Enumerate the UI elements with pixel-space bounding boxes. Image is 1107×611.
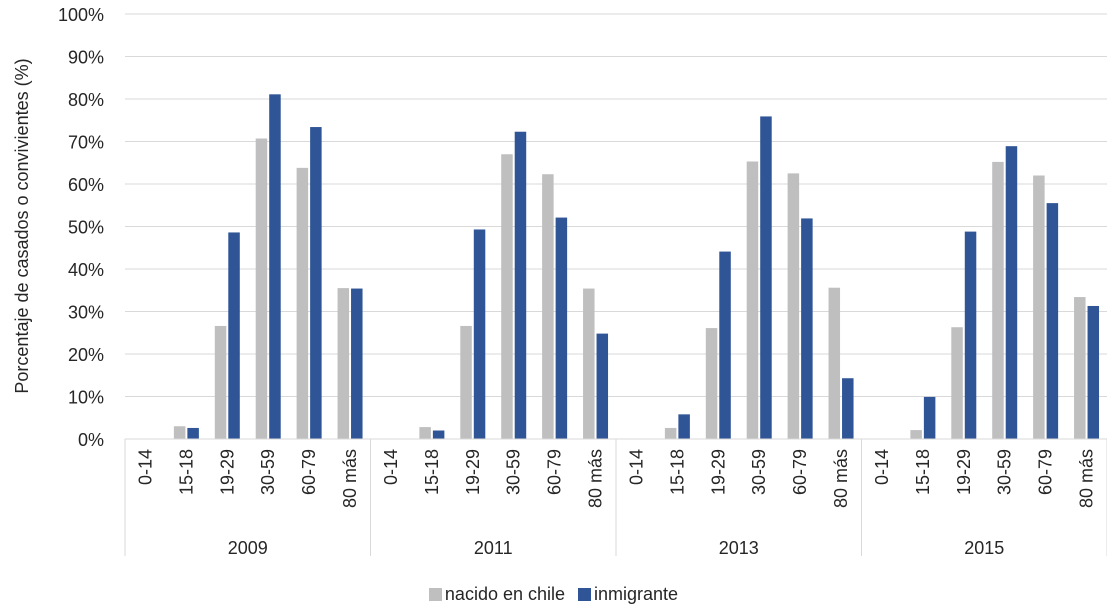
x-axis: 0-14 15-18 19-29 30-59 60-79 80 más 2009 0-14 15… [124,438,1107,558]
bar-inmigrante [555,217,568,439]
bar-nacido [296,167,309,439]
y-axis-title: Porcentaje de casados o convivientes (%) [12,58,32,393]
x-tick-label: 30-59 [995,449,1015,495]
bar-inmigrante [1046,203,1059,439]
bar-nacido [542,174,554,439]
x-tick-label: 0-14 [626,449,646,485]
bar-nacido [705,328,718,439]
x-tick-label: 80 más [831,449,851,508]
x-tick-label: 80 más [586,449,606,508]
legend-label-nacido: nacido en chile [444,584,566,604]
bar-inmigrante [842,378,854,439]
bar-inmigrante [760,116,772,440]
bar-inmigrante [596,333,609,439]
y-tick-label: 60% [68,175,104,195]
x-tick-label: 15-18 [422,449,442,495]
bar-inmigrante [1005,146,1018,440]
bar-inmigrante [351,288,363,439]
bar-inmigrante [473,229,486,439]
x-tick-label: 15-18 [667,449,687,495]
y-tick-label: 90% [68,48,104,68]
legend-label-inmigrante: inmigrante [594,584,679,604]
x-group-label: 2009 [228,538,268,558]
bar-nacido [746,161,759,439]
y-tick-label: 40% [68,260,104,280]
x-tick-label: 60-79 [790,449,810,495]
x-group-label: 2015 [964,538,1004,558]
bar-nacido [501,154,513,439]
x-tick-label: 0-14 [135,449,155,485]
bar-inmigrante [801,218,813,439]
bar-inmigrante [923,396,936,439]
bar-nacido [255,138,268,439]
bar-nacido [214,325,227,439]
x-tick-label: 60-79 [1036,449,1056,495]
bars [132,94,1100,440]
y-tick-label: 70% [68,133,104,153]
x-tick-label: 0-14 [381,449,401,485]
bar-inmigrante [719,251,731,439]
bar-nacido [1033,175,1045,439]
bar-nacido [992,161,1004,439]
bar-nacido [460,325,472,439]
x-group-label: 2013 [719,538,759,558]
bar-inmigrante [964,231,977,439]
bar-nacido [173,426,186,439]
x-tick-label: 19-29 [708,449,728,495]
bar-nacido [1074,297,1086,439]
bar-nacido [337,288,350,439]
x-tick-label: 15-18 [176,449,196,495]
bar-inmigrante [269,94,281,439]
x-tick-label: 0-14 [872,449,892,485]
bar-chart: 0% 10% 20% 30% 40% 50% 60% 70% 80% 90% 100% 0-14 15… [12,5,1107,558]
y-axis: 0% 10% 20% 30% 40% 50% 60% 70% 80% 90% 100% [58,5,104,450]
bar-inmigrante [228,232,240,439]
gridlines [125,13,1107,397]
bar-inmigrante [678,414,690,439]
legend-swatch-nacido [428,587,442,601]
y-tick-label: 10% [68,388,104,408]
bar-nacido [664,427,677,439]
bar-inmigrante [514,131,527,439]
x-group-label: 2011 [474,538,513,558]
x-tick-label: 19-29 [463,449,483,495]
x-tick-label: 60-79 [545,449,565,495]
legend-swatch-inmigrante [578,587,592,601]
bar-nacido [910,430,922,439]
x-tick-label: 60-79 [299,449,319,495]
y-tick-label: 20% [68,345,104,365]
y-tick-label: 80% [68,90,104,110]
x-tick-label: 19-29 [954,449,974,495]
bar-inmigrante [1087,305,1100,439]
x-tick-label: 30-59 [504,449,524,495]
bar-nacido [828,287,841,439]
bar-inmigrante [432,430,445,439]
y-tick-label: 50% [68,218,104,238]
bar-nacido [787,173,800,439]
x-tick-label: 15-18 [913,449,933,495]
x-tick-label: 80 más [340,449,360,508]
y-tick-label: 30% [68,303,104,323]
x-tick-label: 30-59 [258,449,278,495]
x-tick-label: 80 más [1077,449,1097,508]
legend-item-nacido: nacido en chile [428,584,566,604]
bar-inmigrante [310,127,322,440]
bar-nacido [951,327,963,439]
legend-item-inmigrante: inmigrante [578,584,678,604]
legend: nacido en chile inmigrante [0,584,1107,605]
bar-inmigrante [187,427,199,439]
bar-nacido [419,427,431,439]
x-tick-label: 19-29 [217,449,237,495]
y-tick-label: 0% [78,430,104,450]
x-tick-label: 30-59 [749,449,769,495]
bar-nacido [583,288,595,439]
y-tick-label: 100% [58,5,104,25]
